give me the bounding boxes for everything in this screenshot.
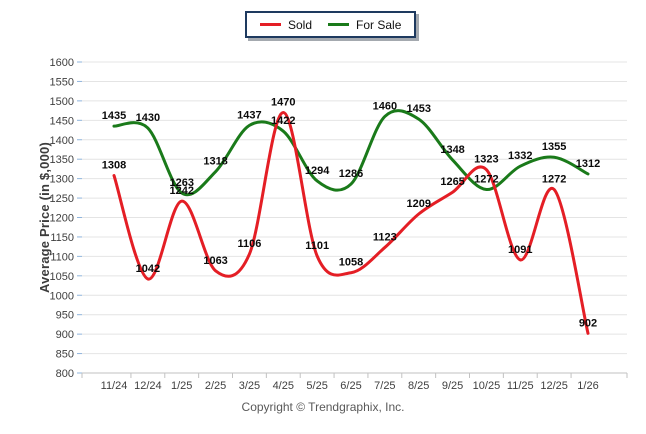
- for-sale-line-swatch: [328, 23, 350, 26]
- y-tick-label: 1350: [50, 154, 74, 166]
- x-tick-label: 9/25: [442, 380, 463, 392]
- x-tick-label: 11/25: [507, 380, 534, 392]
- data-label: 1263: [169, 177, 193, 189]
- x-tick-label: 2/25: [205, 380, 226, 392]
- y-tick-label: 1450: [50, 115, 74, 127]
- x-tick-label: 5/25: [306, 380, 327, 392]
- copyright-text: Copyright © Trendgraphix, Inc.: [241, 400, 405, 414]
- x-tick-label: 3/25: [239, 380, 260, 392]
- legend: Sold For Sale: [245, 11, 417, 38]
- data-label: 1286: [339, 168, 363, 180]
- data-label: 1091: [508, 244, 532, 256]
- y-tick-label: 900: [56, 329, 74, 341]
- data-label: 1272: [474, 174, 498, 186]
- y-tick-label: 850: [56, 349, 74, 361]
- y-tick-label: 800: [56, 368, 74, 380]
- data-label: 1101: [305, 240, 329, 252]
- legend-label-sold: Sold: [288, 17, 313, 32]
- data-label: 1348: [440, 144, 464, 156]
- legend-item-sold: Sold: [260, 19, 312, 31]
- data-label: 1265: [440, 176, 464, 188]
- x-tick-label: 10/25: [473, 380, 501, 392]
- x-tick-label: 8/25: [408, 380, 429, 392]
- data-label: 1106: [237, 238, 261, 250]
- x-tick-label: 12/24: [134, 380, 162, 392]
- legend-label-for-sale: For Sale: [356, 17, 402, 32]
- x-tick-label: 11/24: [101, 380, 128, 392]
- data-label: 1460: [373, 100, 397, 112]
- data-label: 1332: [508, 150, 532, 162]
- data-label: 1435: [102, 110, 126, 122]
- y-tick-label: 1250: [50, 193, 74, 205]
- y-tick-label: 1000: [50, 290, 74, 302]
- x-tick-label: 1/25: [171, 380, 192, 392]
- data-label: 1272: [542, 174, 566, 186]
- x-tick-label: 6/25: [340, 380, 361, 392]
- y-tick-label: 1050: [50, 271, 74, 283]
- legend-item-for-sale: For Sale: [328, 19, 401, 31]
- data-label: 1294: [305, 165, 330, 177]
- y-tick-label: 1600: [50, 57, 74, 69]
- x-tick-label: 12/25: [540, 380, 568, 392]
- data-label: 1437: [237, 109, 261, 121]
- data-label: 1430: [136, 112, 160, 124]
- data-label: 1470: [271, 97, 295, 109]
- data-label: 1123: [373, 231, 397, 243]
- x-tick-label: 4/25: [273, 380, 294, 392]
- data-label: 1355: [542, 141, 566, 153]
- data-label: 1318: [203, 156, 227, 168]
- data-label: 1422: [271, 115, 295, 127]
- y-tick-label: 1200: [50, 213, 74, 225]
- sold-line: [112, 111, 590, 335]
- y-tick-label: 1150: [50, 232, 74, 244]
- for-sale-line: [112, 109, 590, 197]
- data-label: 1042: [136, 263, 160, 275]
- data-label: 902: [579, 317, 597, 329]
- data-label: 1063: [203, 255, 227, 267]
- y-tick-label: 950: [56, 310, 74, 322]
- data-label: 1453: [406, 103, 430, 115]
- y-tick-label: 1300: [50, 174, 74, 186]
- y-tick-label: 1400: [50, 135, 74, 147]
- data-label: 1312: [576, 158, 600, 170]
- data-label: 1242: [169, 185, 193, 197]
- data-label: 1058: [339, 257, 363, 269]
- y-tick-label: 1100: [50, 251, 74, 263]
- x-tick-label: 7/25: [374, 380, 395, 392]
- data-label: 1323: [474, 154, 498, 166]
- data-label: 1308: [102, 160, 126, 172]
- x-tick-label: 1/26: [577, 380, 598, 392]
- y-tick-label: 1550: [50, 76, 74, 88]
- sold-line-swatch: [260, 23, 281, 26]
- y-tick-label: 1500: [50, 96, 74, 108]
- data-label: 1209: [406, 198, 430, 210]
